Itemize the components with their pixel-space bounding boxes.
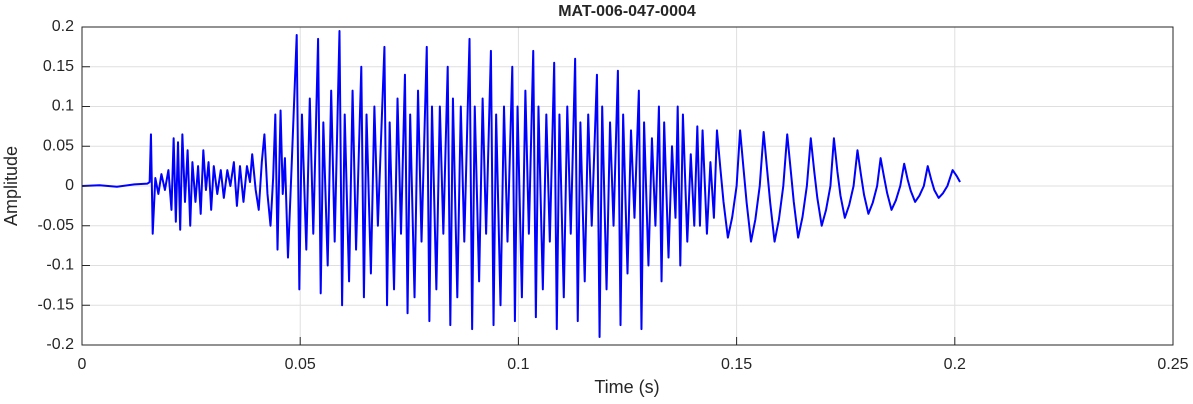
lines [81, 29, 961, 339]
x-tick-label: 0.1 [507, 356, 529, 373]
y-tick-label: 0.1 [52, 98, 74, 115]
y-axis-label: Amplitude [1, 146, 21, 226]
y-tick-label: 0.15 [43, 58, 74, 75]
x-tick-label: 0.15 [721, 356, 752, 373]
waveform [81, 29, 961, 339]
y-tick-label: -0.05 [38, 217, 75, 234]
y-tick-label: -0.2 [46, 336, 74, 353]
y-tick-label: 0.2 [52, 18, 74, 35]
x-tick-label: 0.2 [944, 356, 966, 373]
y-tick-label: 0.05 [43, 137, 74, 154]
x-tick-label: 0.05 [285, 356, 316, 373]
x-axis-label: Time (s) [594, 377, 659, 397]
y-tick-label: -0.1 [46, 257, 74, 274]
x-tick-label: 0.25 [1157, 356, 1188, 373]
y-tick-label: -0.15 [38, 296, 75, 313]
x-tick-label: 0 [78, 356, 87, 373]
chart-title: MAT-006-047-0004 [558, 3, 696, 20]
y-tick-label: 0 [65, 177, 74, 194]
